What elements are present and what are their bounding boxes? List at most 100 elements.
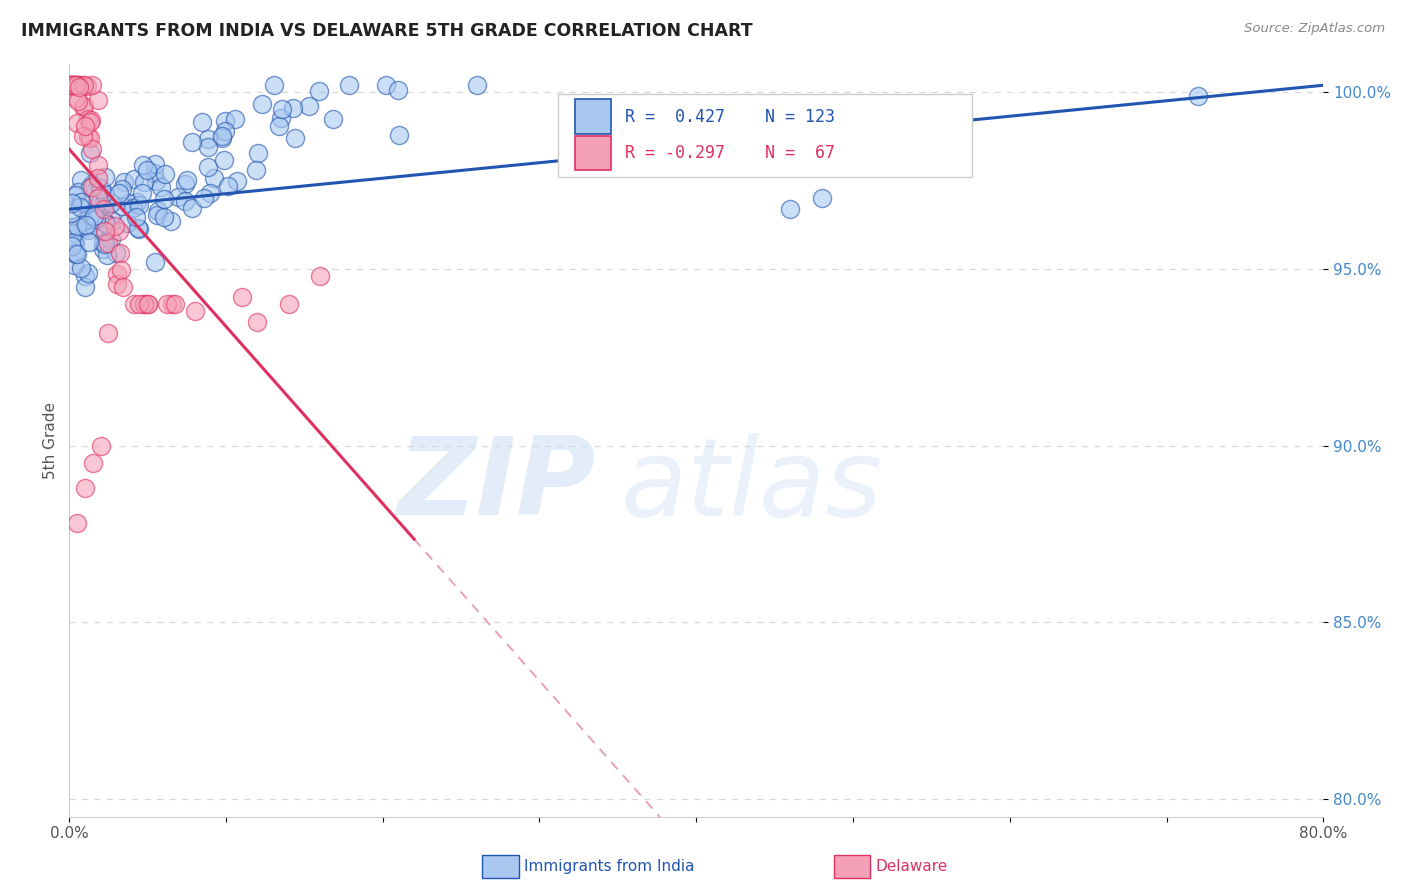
Point — [89, 195, 111, 210]
Point — [132, 297, 155, 311]
Point — [77, 130, 100, 145]
Point — [66, 78, 89, 93]
Point — [193, 191, 215, 205]
Point — [202, 170, 225, 185]
Point — [270, 112, 292, 126]
Point — [93, 236, 115, 251]
Point — [65, 246, 87, 260]
Point — [100, 195, 122, 210]
Point — [111, 181, 134, 195]
Point — [387, 82, 409, 96]
Point — [127, 195, 149, 210]
Point — [87, 158, 110, 172]
Text: Source: ZipAtlas.com: Source: ZipAtlas.com — [1244, 22, 1385, 36]
Point — [76, 79, 98, 94]
Point — [72, 214, 94, 228]
Point — [388, 128, 411, 143]
Point — [135, 163, 157, 178]
Point — [94, 169, 117, 184]
Point — [277, 297, 299, 311]
Point — [65, 219, 87, 233]
Point — [79, 208, 101, 222]
Point — [66, 94, 89, 108]
Point — [80, 142, 103, 156]
Point — [250, 96, 273, 111]
Point — [197, 161, 219, 175]
Point — [97, 326, 120, 340]
Point — [90, 439, 112, 453]
Point — [122, 201, 145, 215]
Text: IMMIGRANTS FROM INDIA VS DELAWARE 5TH GRADE CORRELATION CHART: IMMIGRANTS FROM INDIA VS DELAWARE 5TH GR… — [21, 22, 752, 40]
Point — [90, 224, 112, 238]
Point — [153, 167, 176, 181]
Point — [83, 209, 105, 223]
FancyBboxPatch shape — [575, 136, 612, 170]
Point — [110, 263, 132, 277]
Point — [263, 78, 285, 93]
Point — [132, 158, 155, 172]
Point — [173, 194, 195, 208]
Point — [122, 297, 145, 311]
Point — [155, 297, 177, 311]
Point — [60, 78, 83, 93]
Point — [70, 261, 93, 276]
FancyBboxPatch shape — [558, 95, 972, 177]
Point — [153, 192, 176, 206]
Point — [93, 186, 115, 200]
Point — [87, 170, 110, 185]
Point — [181, 201, 204, 215]
Point — [143, 255, 166, 269]
Point — [73, 98, 96, 112]
Point — [160, 213, 183, 227]
Point — [97, 235, 120, 250]
Point — [75, 279, 97, 293]
Point — [131, 186, 153, 200]
Point — [60, 78, 83, 93]
Point — [136, 297, 159, 311]
Point — [65, 247, 87, 261]
Point — [93, 236, 115, 251]
Point — [132, 297, 155, 311]
Point — [63, 78, 86, 93]
Point — [59, 206, 82, 220]
Point — [247, 145, 270, 160]
Point — [65, 188, 87, 202]
Point — [108, 223, 131, 237]
Point — [70, 173, 93, 187]
Point — [136, 297, 159, 311]
Point — [58, 78, 80, 93]
Text: ZIP: ZIP — [398, 433, 596, 539]
Point — [122, 172, 145, 186]
Point — [190, 114, 212, 128]
Text: Delaware: Delaware — [876, 859, 948, 873]
Point — [163, 297, 186, 311]
Point — [96, 216, 118, 230]
Point — [79, 180, 101, 194]
Point — [67, 78, 90, 93]
Point — [60, 78, 83, 93]
Point — [283, 101, 305, 115]
Point — [245, 163, 267, 178]
Point — [62, 258, 84, 272]
Point — [87, 191, 110, 205]
Point — [76, 197, 98, 211]
Point — [93, 202, 115, 216]
Point — [118, 196, 141, 211]
Point — [75, 119, 97, 133]
Point — [60, 78, 83, 93]
Point — [60, 239, 83, 253]
Point — [212, 153, 235, 168]
Point — [166, 190, 188, 204]
Point — [211, 129, 233, 144]
Point — [271, 102, 294, 116]
Point — [69, 200, 91, 214]
Point — [60, 196, 83, 211]
Point — [80, 112, 103, 127]
Point — [82, 456, 104, 470]
Point — [60, 220, 83, 235]
Point — [77, 219, 100, 233]
Point — [284, 130, 307, 145]
Point — [87, 179, 110, 194]
Point — [308, 84, 330, 98]
Point — [224, 112, 246, 126]
